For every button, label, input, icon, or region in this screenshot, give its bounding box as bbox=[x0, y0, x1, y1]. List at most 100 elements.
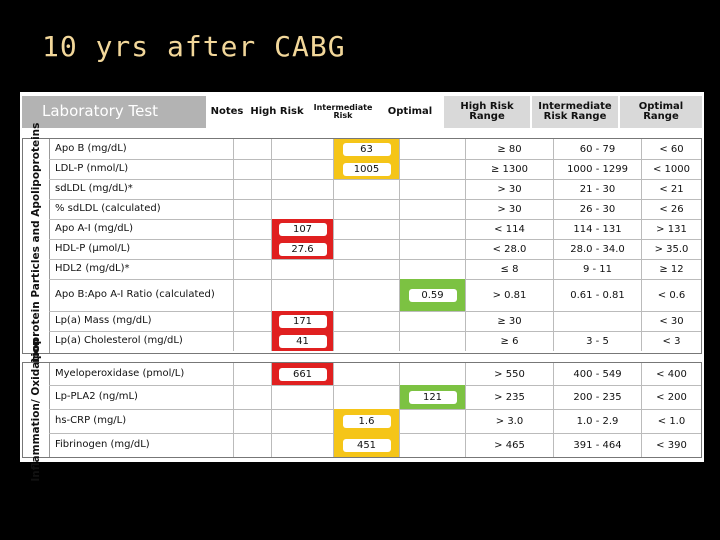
row-intermediate-risk-range: 114 - 131 bbox=[553, 219, 641, 239]
row-notes bbox=[233, 179, 271, 199]
row-high-risk-range: > 550 bbox=[465, 363, 553, 385]
row-test-name: Apo B:Apo A-I Ratio (calculated) bbox=[55, 289, 215, 301]
row-optimal-value: 0.59 bbox=[399, 279, 465, 311]
table-row: % sdLDL (calculated) > 30 26 - 30 < 26 bbox=[49, 199, 701, 220]
row-notes bbox=[233, 139, 271, 159]
table-row: Lp(a) Mass (mg/dL) 171 ≥ 30 < 30 bbox=[49, 311, 701, 332]
section-label: Lipoprotein Particles and Apolipoprotein… bbox=[23, 123, 50, 369]
row-intermediate-risk-range: 1.0 - 2.9 bbox=[553, 409, 641, 433]
row-intermediate-risk-value bbox=[333, 279, 399, 311]
row-optimal-range: < 200 bbox=[641, 385, 701, 409]
result-value: 1.6 bbox=[342, 414, 391, 428]
row-optimal-value bbox=[399, 409, 465, 433]
row-test-name: LDL-P (nmol/L) bbox=[55, 163, 129, 175]
header-laboratory-test: Laboratory Test bbox=[22, 96, 206, 128]
row-high-risk-value bbox=[271, 409, 333, 433]
row-test-name: HDL2 (mg/dL)* bbox=[55, 263, 130, 275]
row-high-risk-value bbox=[271, 199, 333, 219]
table-row: Lp-PLA2 (ng/mL) 121 > 235 200 - 235 < 200 bbox=[49, 385, 701, 410]
result-value: 63 bbox=[342, 142, 391, 156]
row-intermediate-risk-range: 0.61 - 0.81 bbox=[553, 279, 641, 311]
result-value: 27.6 bbox=[278, 242, 327, 256]
row-high-risk-value: 41 bbox=[271, 331, 333, 351]
row-high-risk-value: 107 bbox=[271, 219, 333, 239]
row-intermediate-risk-value bbox=[333, 331, 399, 351]
row-high-risk-range: ≥ 80 bbox=[465, 139, 553, 159]
row-high-risk-range: < 28.0 bbox=[465, 239, 553, 259]
row-high-risk-range: ≥ 30 bbox=[465, 311, 553, 331]
result-value: 451 bbox=[342, 438, 391, 452]
row-intermediate-risk-value bbox=[333, 199, 399, 219]
row-notes bbox=[233, 331, 271, 351]
table-row: HDL-P (µmol/L) 27.6 < 28.0 28.0 - 34.0 > 35.… bbox=[49, 239, 701, 260]
row-notes bbox=[233, 279, 271, 311]
row-intermediate-risk-value bbox=[333, 363, 399, 385]
row-optimal-range: < 0.6 bbox=[641, 279, 701, 311]
row-high-risk-range: > 30 bbox=[465, 199, 553, 219]
slide-title: 10 yrs after CABG bbox=[42, 30, 346, 63]
result-value: 661 bbox=[278, 367, 327, 381]
row-intermediate-risk-range: 21 - 30 bbox=[553, 179, 641, 199]
section-inflammation: Inflammation/ Oxidation Myeloperoxidase … bbox=[22, 338, 702, 482]
row-test-name: Apo A-I (mg/dL) bbox=[55, 223, 134, 235]
row-high-risk-range: > 3.0 bbox=[465, 409, 553, 433]
row-optimal-value bbox=[399, 259, 465, 279]
row-intermediate-risk-value: 1005 bbox=[333, 159, 399, 179]
row-test-name: sdLDL (mg/dL)* bbox=[55, 183, 133, 195]
row-optimal-range: ≥ 12 bbox=[641, 259, 701, 279]
row-test-name: HDL-P (µmol/L) bbox=[55, 243, 131, 255]
row-test-name: Lp-PLA2 (ng/mL) bbox=[55, 391, 138, 403]
row-high-risk-value bbox=[271, 259, 333, 279]
result-value: 0.59 bbox=[408, 288, 457, 302]
row-intermediate-risk-value bbox=[333, 259, 399, 279]
row-high-risk-range: > 465 bbox=[465, 433, 553, 457]
row-high-risk-range: < 114 bbox=[465, 219, 553, 239]
table-row: Apo A-I (mg/dL) 107 < 114 114 - 131 > 131 bbox=[49, 219, 701, 240]
row-high-risk-range: > 0.81 bbox=[465, 279, 553, 311]
row-intermediate-risk-value bbox=[333, 385, 399, 409]
row-optimal-range: < 390 bbox=[641, 433, 701, 457]
header-intermediate-risk-range: Intermediate Risk Range bbox=[532, 96, 618, 128]
header-notes: Notes bbox=[208, 96, 246, 128]
row-high-risk-range: ≤ 8 bbox=[465, 259, 553, 279]
result-value: 171 bbox=[278, 314, 327, 328]
row-high-risk-value bbox=[271, 279, 333, 311]
row-intermediate-risk-range: 391 - 464 bbox=[553, 433, 641, 457]
row-high-risk-range: ≥ 6 bbox=[465, 331, 553, 351]
row-optimal-value bbox=[399, 179, 465, 199]
row-notes bbox=[233, 219, 271, 239]
row-intermediate-risk-value: 1.6 bbox=[333, 409, 399, 433]
row-notes bbox=[233, 385, 271, 409]
row-high-risk-value: 27.6 bbox=[271, 239, 333, 259]
row-optimal-range: > 131 bbox=[641, 219, 701, 239]
row-test-name: Lp(a) Cholesterol (mg/dL) bbox=[55, 335, 183, 347]
row-optimal-range: < 30 bbox=[641, 311, 701, 331]
lab-results-table: Laboratory Test Notes High Risk Intermed… bbox=[20, 92, 704, 482]
row-intermediate-risk-range: 9 - 11 bbox=[553, 259, 641, 279]
row-intermediate-risk-value bbox=[333, 219, 399, 239]
result-value: 41 bbox=[278, 334, 327, 348]
section-label-text: Inflammation/ Oxidation bbox=[29, 338, 42, 482]
row-notes bbox=[233, 409, 271, 433]
row-intermediate-risk-range: 3 - 5 bbox=[553, 331, 641, 351]
row-test-name: % sdLDL (calculated) bbox=[55, 203, 161, 215]
row-optimal-range: < 60 bbox=[641, 139, 701, 159]
row-optimal-range: < 26 bbox=[641, 199, 701, 219]
row-optimal-value bbox=[399, 239, 465, 259]
row-optimal-value bbox=[399, 311, 465, 331]
row-intermediate-risk-value bbox=[333, 311, 399, 331]
row-optimal-value bbox=[399, 159, 465, 179]
row-optimal-value bbox=[399, 139, 465, 159]
row-high-risk-range: ≥ 1300 bbox=[465, 159, 553, 179]
row-high-risk-value: 661 bbox=[271, 363, 333, 385]
row-intermediate-risk-range: 28.0 - 34.0 bbox=[553, 239, 641, 259]
row-intermediate-risk-value bbox=[333, 239, 399, 259]
row-high-risk-value bbox=[271, 433, 333, 457]
row-high-risk-value bbox=[271, 179, 333, 199]
row-optimal-value bbox=[399, 331, 465, 351]
table-header: Laboratory Test Notes High Risk Intermed… bbox=[22, 96, 702, 128]
table-row: hs-CRP (mg/L) 1.6 > 3.0 1.0 - 2.9 < 1.0 bbox=[49, 409, 701, 434]
row-intermediate-risk-value: 451 bbox=[333, 433, 399, 457]
header-intermediate-risk: Intermediate Risk bbox=[310, 96, 376, 128]
